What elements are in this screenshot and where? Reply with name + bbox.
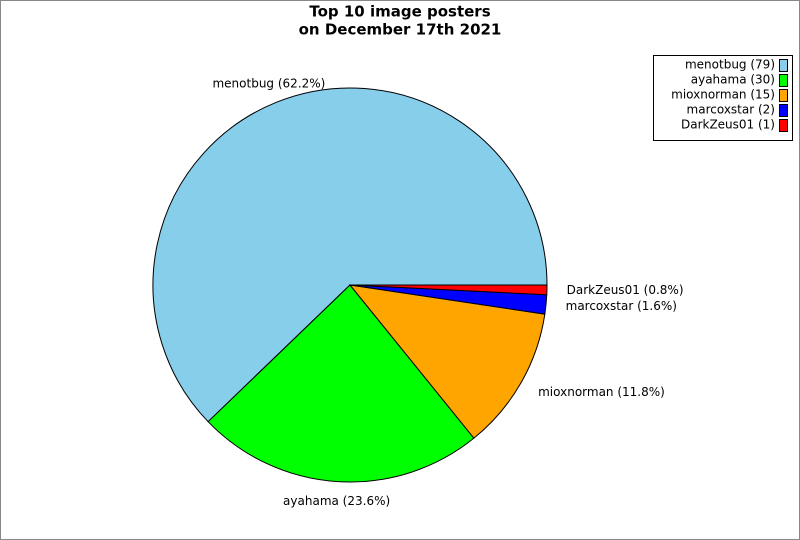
legend-box — [653, 55, 793, 141]
legend-label: menotbug (79) — [685, 58, 775, 72]
legend-swatch — [779, 104, 788, 117]
slice-label: marcoxstar (1.6%) — [566, 299, 677, 313]
slice-label: ayahama (23.6%) — [283, 494, 390, 508]
pie-slice — [152, 87, 548, 423]
slice-label: menotbug (62.2%) — [212, 77, 325, 91]
legend-label: ayahama (30) — [691, 73, 775, 87]
legend-swatch — [779, 59, 788, 72]
chart-title: on December 17th 2021 — [299, 21, 502, 39]
pie-slice — [348, 284, 546, 439]
slice-label: mioxnorman (11.8%) — [538, 385, 665, 399]
legend-swatch — [779, 89, 788, 102]
legend-label: mioxnorman (15) — [671, 88, 775, 102]
pie-slice — [349, 284, 548, 296]
legend-swatch — [779, 74, 788, 87]
chart-title: Top 10 image posters — [309, 3, 490, 21]
legend-label: DarkZeus01 (1) — [681, 118, 775, 132]
legend-swatch — [779, 119, 788, 132]
slice-label: DarkZeus01 (0.8%) — [567, 283, 684, 297]
legend-label: marcoxstar (2) — [687, 103, 775, 117]
pie-slice — [207, 284, 475, 483]
